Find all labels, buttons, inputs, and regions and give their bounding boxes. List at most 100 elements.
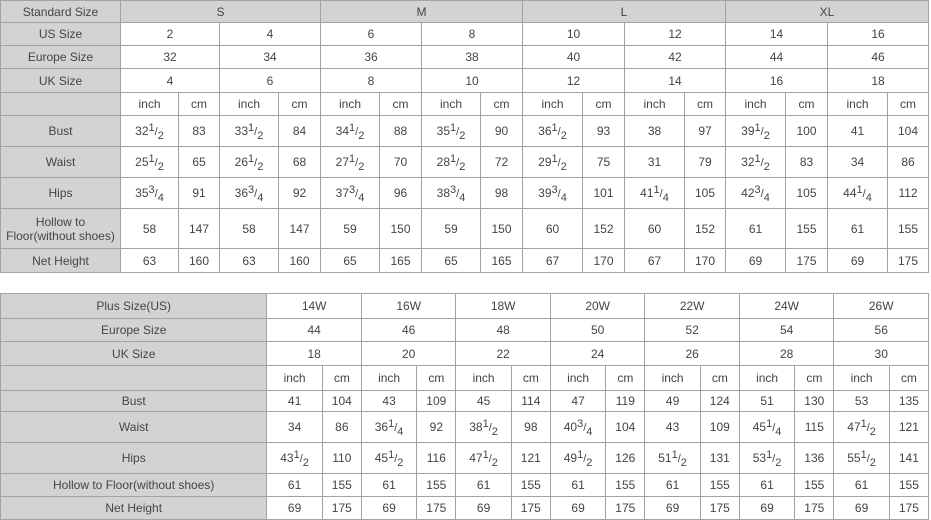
table-row: Plus Size(US) 14W 16W 18W 20W 22W 24W 26W: [0, 293, 929, 319]
unit-cm: cm: [887, 92, 930, 116]
measure-value: 41: [266, 390, 323, 412]
measure-label-net: Net Height: [0, 496, 268, 520]
measure-label-net: Net Height: [0, 248, 121, 273]
uk-size-value: 30: [833, 341, 929, 366]
fraction-value: 331/2: [234, 121, 264, 142]
measure-value: 119: [605, 390, 646, 412]
measure-value: 170: [582, 248, 626, 273]
measure-value: 41: [827, 115, 889, 147]
measure-value: 155: [887, 208, 930, 249]
measure-value: 68: [277, 146, 322, 178]
measure-value: 70: [379, 146, 423, 178]
measure-value: 69: [455, 496, 512, 520]
measure-value: 471/2: [833, 411, 890, 443]
measure-value: 351/2: [421, 115, 482, 147]
plus-size-value: 14W: [266, 293, 362, 319]
measure-value: 75: [582, 146, 626, 178]
uk-size-value: 10: [421, 68, 524, 93]
measure-value: 109: [416, 390, 457, 412]
measure-value: 105: [785, 177, 829, 209]
europe-size-value: 32: [120, 45, 220, 69]
measure-value: 551/2: [833, 442, 890, 474]
size-group-l: L: [522, 0, 727, 23]
table-row: Waist 251/2 65 261/2 68 271/2 70 281/2 72 291/2 75…: [0, 146, 930, 178]
measure-value: 175: [888, 496, 930, 520]
measure-value: 43: [644, 411, 701, 443]
measure-value: 104: [605, 411, 646, 443]
measure-value: 160: [178, 248, 220, 273]
measure-value: 93: [582, 115, 626, 147]
unit-inch: inch: [455, 365, 512, 391]
measure-value: 60: [624, 208, 686, 249]
measure-value: 47: [549, 390, 607, 412]
table-row: Standard Size S M L XL: [0, 0, 930, 23]
measure-value: 471/2: [455, 442, 512, 474]
us-size-label: US Size: [0, 22, 121, 46]
europe-size-value: 46: [827, 45, 930, 69]
unit-cm: cm: [684, 92, 727, 116]
measure-value: 104: [887, 115, 930, 147]
fraction-value: 281/2: [436, 152, 466, 173]
europe-size-value: 36: [320, 45, 423, 69]
measure-value: 59: [320, 208, 381, 249]
table-row: Bust 321/2 83 331/2 84 341/2 88 351/2 90 361/2 93 3…: [0, 115, 930, 147]
uk-size-value: 18: [827, 68, 930, 93]
table-row: Net Height 69 175 69 175 69 175 69 175 69 175 69 175…: [0, 496, 930, 520]
table-row: Europe Size 32 34 36 38 40 42 44 46: [0, 45, 930, 69]
table-row: inch cm inch cm inch cm inch cm inch cm inch cm inch…: [0, 92, 930, 116]
measure-value: 361/2: [522, 115, 584, 147]
fraction-value: 423/4: [741, 183, 770, 204]
measure-value: 175: [699, 496, 740, 520]
measure-value: 61: [644, 473, 701, 497]
fraction-value: 291/2: [538, 152, 567, 173]
fraction-value: 441/4: [843, 183, 872, 204]
uk-size-value: 24: [549, 341, 646, 366]
measure-value: 165: [379, 248, 423, 273]
europe-size-value: 40: [522, 45, 626, 69]
measure-value: 63: [120, 248, 179, 273]
measure-value: 69: [827, 248, 889, 273]
table-row: inch cm inch cm inch cm inch cm inch cm inch cm inch…: [0, 365, 930, 391]
measure-label-hips: Hips: [0, 442, 268, 474]
measure-value: 69: [725, 248, 787, 273]
us-size-value: 12: [624, 22, 727, 46]
measure-value: 86: [887, 146, 930, 178]
unit-label-empty: [0, 92, 121, 116]
unit-inch: inch: [725, 92, 787, 116]
us-size-value: 8: [421, 22, 524, 46]
size-group-m: M: [320, 0, 524, 23]
plus-size-value: 22W: [644, 293, 740, 319]
measure-value: 69: [833, 496, 890, 520]
uk-size-label: UK Size: [0, 341, 268, 366]
uk-size-value: 26: [644, 341, 740, 366]
measure-value: 383/4: [421, 177, 482, 209]
uk-size-value: 28: [738, 341, 835, 366]
europe-size-label: Europe Size: [0, 45, 121, 69]
measure-value: 67: [522, 248, 584, 273]
unit-inch: inch: [624, 92, 686, 116]
europe-size-value: 56: [833, 318, 929, 342]
measure-value: 131: [699, 442, 740, 474]
measure-value: 175: [321, 496, 362, 520]
fraction-value: 363/4: [234, 183, 264, 204]
fraction-value: 511/2: [658, 448, 687, 469]
uk-size-value: 18: [266, 341, 362, 366]
fraction-value: 471/2: [847, 417, 876, 438]
unit-inch: inch: [360, 365, 418, 391]
measure-value: 61: [833, 473, 890, 497]
measure-value: 51: [738, 390, 796, 412]
measure-value: 391/2: [725, 115, 787, 147]
unit-inch: inch: [644, 365, 701, 391]
fraction-value: 431/2: [280, 448, 309, 469]
measure-value: 96: [379, 177, 423, 209]
unit-cm: cm: [321, 365, 362, 391]
measure-value: 69: [644, 496, 701, 520]
fraction-value: 471/2: [469, 448, 498, 469]
europe-size-value: 54: [738, 318, 835, 342]
measure-value: 105: [684, 177, 727, 209]
measure-value: 152: [582, 208, 626, 249]
europe-size-value: 50: [549, 318, 646, 342]
table-row: Bust 41 104 43 109 45 114 47 119 49 124 51 130 53 135: [0, 390, 930, 412]
measure-label-hips: Hips: [0, 177, 121, 209]
fraction-value: 271/2: [335, 152, 365, 173]
